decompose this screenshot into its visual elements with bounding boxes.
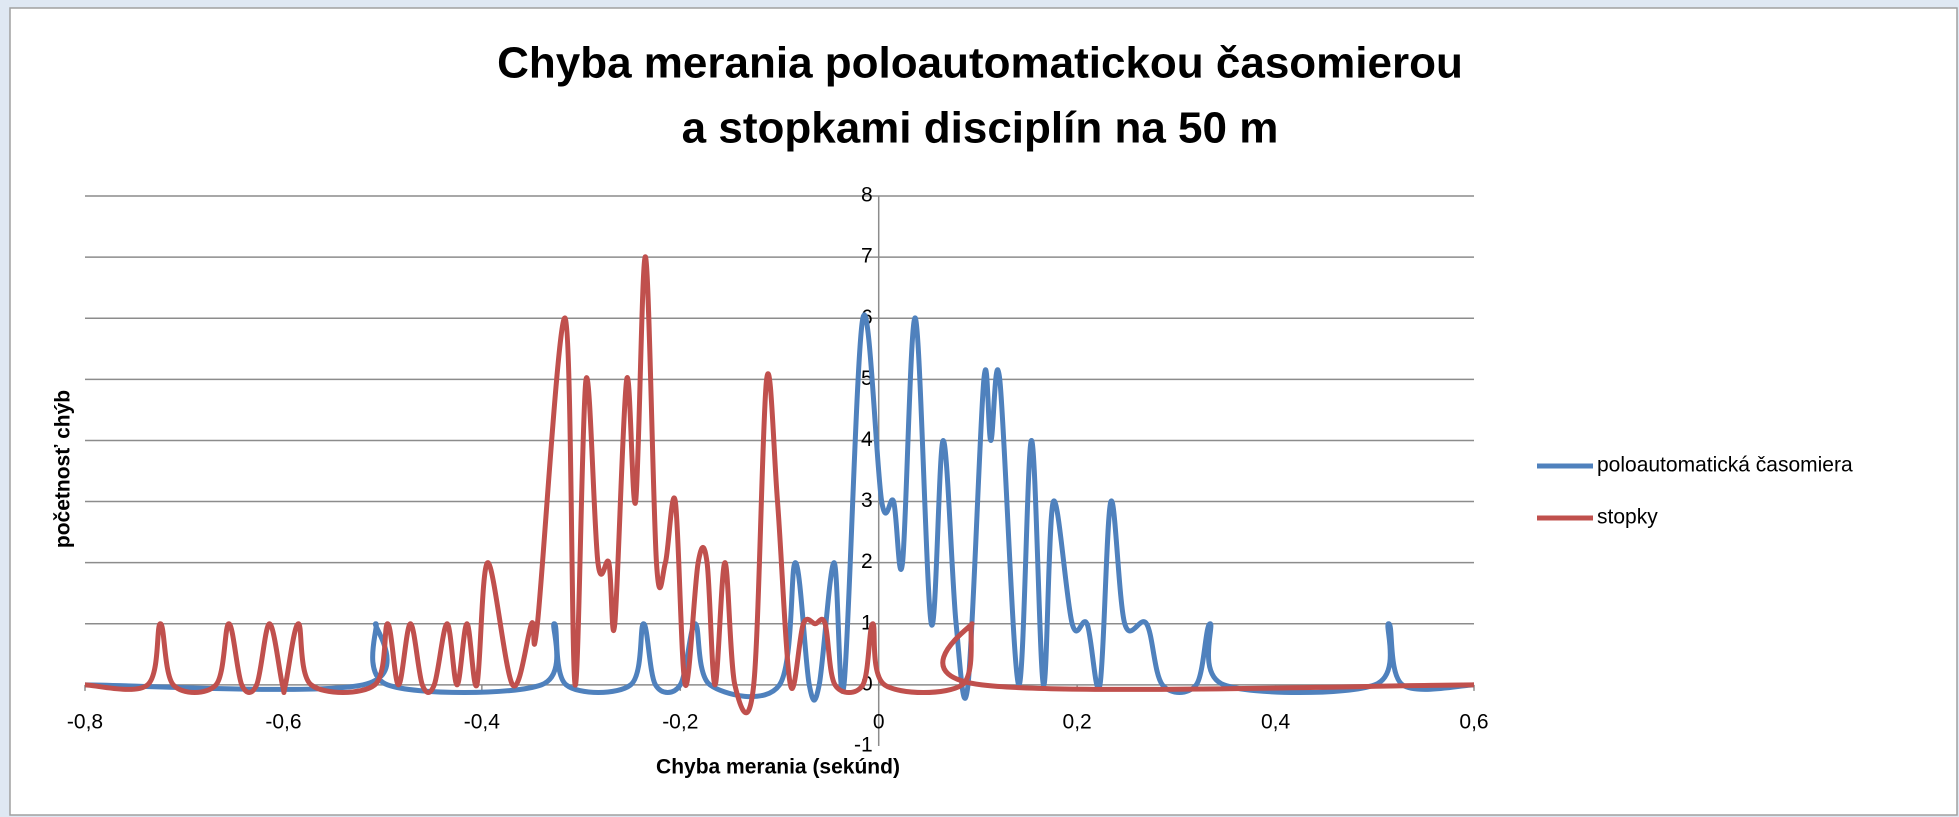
x-tick-label: -0,4 <box>464 710 501 733</box>
y-tick-label: 5 <box>861 367 873 390</box>
y-tick-label: 4 <box>861 428 873 451</box>
y-tick-label: 7 <box>861 245 873 268</box>
x-tick-label: -0,6 <box>265 710 301 733</box>
y-tick-label: 8 <box>861 184 873 207</box>
chart-title: a stopkami disciplín na 50 m <box>682 104 1279 153</box>
y-tick-label: -1 <box>854 734 873 757</box>
x-tick-label: 0,4 <box>1261 710 1291 733</box>
legend-label: stopky <box>1597 506 1658 529</box>
series-line <box>84 254 1475 716</box>
x-axis-title: Chyba merania (sekúnd) <box>656 756 900 779</box>
series-line <box>84 312 1475 703</box>
y-tick-label: 3 <box>861 489 873 512</box>
legend-label: poloautomatická časomiera <box>1597 454 1853 477</box>
x-tick-label: 0,2 <box>1063 710 1092 733</box>
y-tick-label: 2 <box>861 550 873 573</box>
y-tick-label: 1 <box>861 611 873 634</box>
x-tick-label: 0,6 <box>1459 710 1488 733</box>
x-tick-label: 0 <box>873 710 885 733</box>
x-tick-label: -0,2 <box>662 710 698 733</box>
chart-title: Chyba merania poloautomatickou časomiero… <box>497 39 1463 88</box>
x-tick-label: -0,8 <box>67 710 103 733</box>
y-axis-title: početnosť chýb <box>52 390 75 548</box>
y-tick-label: 0 <box>861 672 873 695</box>
